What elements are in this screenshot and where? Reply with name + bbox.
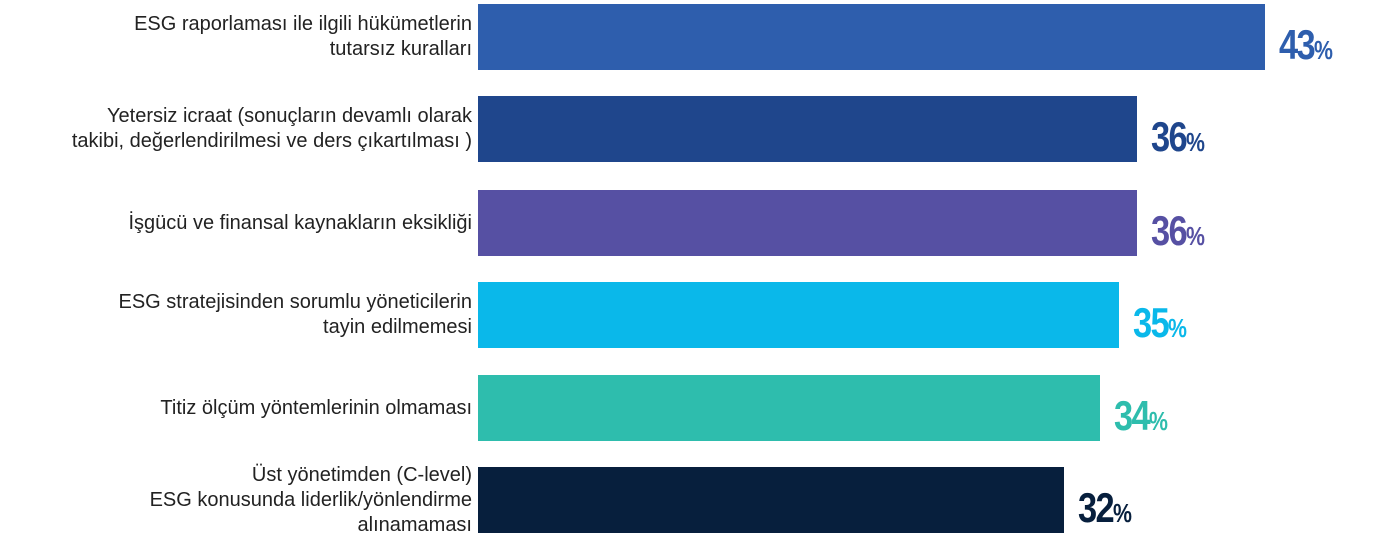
value-unit: % xyxy=(1186,221,1205,251)
value-label: 32% xyxy=(1078,483,1132,538)
value-number: 36 xyxy=(1151,207,1188,254)
bar xyxy=(478,282,1119,348)
value-number: 36 xyxy=(1151,113,1188,160)
value-label: 36% xyxy=(1151,206,1205,261)
bar xyxy=(478,4,1265,70)
value-number: 43 xyxy=(1279,21,1316,68)
bar xyxy=(478,96,1137,162)
bar xyxy=(478,467,1064,533)
category-label: ESG raporlaması ile ilgili hükümetlerin … xyxy=(134,13,472,60)
value-number: 35 xyxy=(1133,299,1170,346)
bar xyxy=(478,375,1100,441)
value-number: 34 xyxy=(1114,392,1151,439)
value-unit: % xyxy=(1186,127,1205,157)
category-label: İşgücü ve finansal kaynakların eksikliği xyxy=(128,211,472,234)
value-unit: % xyxy=(1113,498,1132,528)
value-unit: % xyxy=(1149,406,1168,436)
value-number: 32 xyxy=(1078,484,1115,531)
value-unit: % xyxy=(1314,35,1333,65)
value-label: 34% xyxy=(1114,391,1168,446)
category-label: Üst yönetimden (C-level) ESG konusunda l… xyxy=(149,463,472,536)
category-label: ESG stratejisinden sorumlu yöneticilerin… xyxy=(118,291,473,338)
category-label: Titiz ölçüm yöntemlerinin olmaması xyxy=(160,396,472,419)
bar xyxy=(478,190,1137,256)
value-label: 43% xyxy=(1279,20,1333,75)
value-unit: % xyxy=(1168,313,1187,343)
category-label: Yetersiz icraat (sonuçların devamlı olar… xyxy=(71,105,472,152)
value-label: 35% xyxy=(1133,298,1187,353)
value-label: 36% xyxy=(1151,112,1205,167)
